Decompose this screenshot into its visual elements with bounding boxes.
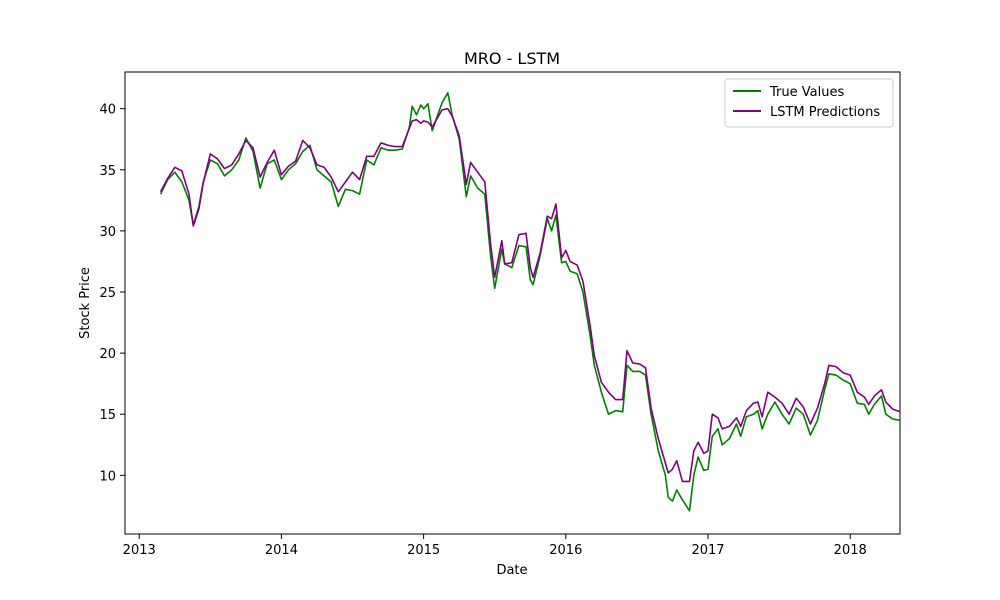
x-tick-label: 2016 [549, 543, 582, 558]
series-line-lstm-predictions [159, 107, 901, 483]
y-tick-label: 35 [99, 164, 116, 179]
y-tick-label: 40 [99, 103, 116, 118]
x-tick-label: 2013 [123, 543, 156, 558]
legend-label-lstm-predictions: LSTM Predictions [770, 105, 880, 120]
x-tick-label: 2017 [691, 543, 724, 558]
x-tick-label: 2015 [407, 543, 440, 558]
x-tick-label: 2018 [834, 543, 867, 558]
plot-area [124, 71, 901, 535]
y-axis-label: Stock Price [78, 267, 93, 339]
legend: True Values LSTM Predictions [724, 78, 894, 128]
y-tick-label: 30 [99, 225, 116, 240]
y-axis: 10 15 20 25 30 35 40 [99, 103, 125, 484]
y-tick-label: 25 [99, 286, 116, 301]
y-tick-label: 10 [99, 469, 116, 484]
x-tick-label: 2014 [265, 543, 298, 558]
x-axis-label: Date [496, 563, 527, 578]
y-tick-label: 15 [99, 408, 116, 423]
plot-frame [124, 71, 901, 535]
chart-title: MRO - LSTM [464, 49, 560, 68]
x-axis: 2013 2014 2015 2016 2017 2018 [123, 534, 867, 558]
y-tick-label: 20 [99, 347, 116, 362]
series-layer [159, 92, 901, 512]
legend-label-true-values: True Values [769, 85, 844, 100]
legend-box [724, 78, 894, 128]
